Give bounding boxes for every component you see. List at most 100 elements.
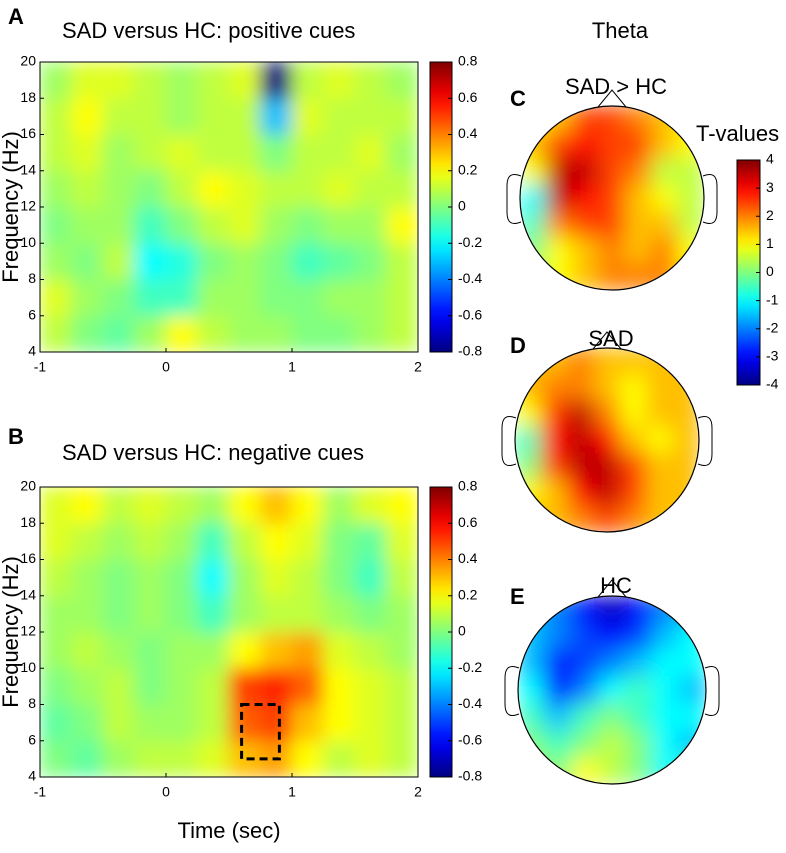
topo-cell <box>545 131 574 160</box>
topo-cell <box>567 400 595 428</box>
heatmap-cell <box>386 631 418 669</box>
heatmap-cell <box>260 170 293 208</box>
heatmap-cell <box>197 667 230 705</box>
topo-cell <box>540 478 569 507</box>
topo-cell <box>650 236 679 265</box>
heatmap-cell <box>228 522 261 560</box>
topo-cell <box>598 236 626 265</box>
heatmap-cell <box>40 667 72 705</box>
heatmap-cell <box>228 631 261 669</box>
colorbar-tick-label: 0.6 <box>458 514 478 530</box>
heatmap-cell <box>260 595 293 633</box>
heatmap-cell <box>260 279 293 317</box>
heatmap-cell <box>40 704 72 742</box>
head-outline <box>519 105 705 291</box>
topo-cell <box>598 106 626 133</box>
topo-cell <box>545 236 574 265</box>
heatmap-cell <box>291 62 324 99</box>
heatmap-cell <box>260 134 293 172</box>
topo-cell <box>645 426 674 454</box>
y-tick-label: 16 <box>20 125 36 141</box>
heatmap-cell <box>40 134 72 172</box>
heatmap-cell <box>228 740 261 777</box>
heatmap-cell <box>165 559 198 597</box>
heatmap-cell <box>134 279 167 317</box>
topo-cell <box>651 676 680 704</box>
heatmap-cell <box>386 595 418 633</box>
heatmap-cell <box>386 559 418 597</box>
topo-cell <box>515 426 542 454</box>
heatmap-cell <box>228 667 261 705</box>
topo-cell <box>520 184 547 212</box>
topo-cell <box>624 210 652 238</box>
topo-cell <box>672 373 699 402</box>
heatmap-cell <box>134 134 167 172</box>
topo-cell <box>545 158 574 186</box>
heatmap-cell <box>71 97 104 135</box>
ear <box>501 415 517 467</box>
heatmap-cell <box>291 704 324 742</box>
y-tick-label: 20 <box>20 478 36 494</box>
heatmap-cell <box>291 667 324 705</box>
topo-cell <box>598 729 626 758</box>
topo-cell <box>544 596 573 624</box>
x-tick-label: 0 <box>162 784 170 800</box>
heatmap-cell <box>354 559 387 597</box>
heatmap-cell <box>354 740 387 777</box>
heatmap-cell <box>197 170 230 208</box>
nose <box>597 89 627 108</box>
topo-cell <box>544 756 573 784</box>
heatmap-cell <box>71 559 104 597</box>
heatmap-cell <box>260 97 293 135</box>
heatmap-cell <box>260 631 293 669</box>
heatmap-cell <box>40 206 72 244</box>
heatmap-cell <box>354 170 387 208</box>
heatmap-cell <box>165 62 198 99</box>
heatmap-cell <box>386 279 418 317</box>
heatmap-cell <box>165 487 198 524</box>
heatmap-cell <box>40 279 72 317</box>
heatmap-cell <box>102 134 135 172</box>
heatmap-cell <box>71 134 104 172</box>
topo-cell <box>650 131 679 160</box>
heatmap-cell <box>134 704 167 742</box>
heatmap-cell <box>165 206 198 244</box>
heatmap-cell <box>197 522 230 560</box>
heatmap-cell <box>71 740 104 777</box>
heatmap-cell <box>134 170 167 208</box>
heatmap-cell <box>197 487 230 524</box>
topo-cell <box>624 131 652 160</box>
heatmap-cell <box>102 487 135 524</box>
colorbar-tick-label: 0.4 <box>458 550 478 566</box>
colorbar-tick-label: 0.2 <box>458 586 478 602</box>
nose <box>592 331 622 350</box>
topo-cell <box>544 622 573 651</box>
heatmap-cell <box>228 487 261 524</box>
heatmap-cells <box>40 62 418 352</box>
heatmap-cell <box>323 487 356 524</box>
topo-cell <box>544 702 573 731</box>
panel-letter: E <box>510 584 525 609</box>
heatmap-cell <box>165 279 198 317</box>
heatmap-cell <box>197 559 230 597</box>
topo-cell <box>645 505 674 532</box>
heatmap-cell <box>134 97 167 135</box>
topo-cell <box>593 505 621 532</box>
topo-cell <box>598 596 626 624</box>
heatmap-cell <box>71 315 104 352</box>
heatmap-cell <box>354 279 387 317</box>
heatmap-cell <box>228 170 261 208</box>
heatmap-cell <box>197 740 230 777</box>
heatmap-cell <box>102 97 135 135</box>
topo-cell <box>624 236 652 265</box>
colorbar-tick-label: -4 <box>766 376 779 392</box>
y-tick-label: 4 <box>28 343 36 359</box>
heatmap-cell <box>291 315 324 352</box>
topo-cell <box>540 426 569 454</box>
heatmap-cell <box>386 487 418 524</box>
heatmap-cell <box>102 242 135 280</box>
heatmap-cell <box>260 559 293 597</box>
heatmap-cell <box>291 740 324 777</box>
heatmap-cell <box>323 595 356 633</box>
heatmap-cell <box>323 704 356 742</box>
